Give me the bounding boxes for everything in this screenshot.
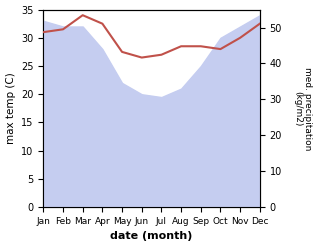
X-axis label: date (month): date (month) bbox=[110, 231, 193, 242]
Y-axis label: max temp (C): max temp (C) bbox=[5, 72, 16, 144]
Y-axis label: med. precipitation
(kg/m2): med. precipitation (kg/m2) bbox=[293, 67, 313, 150]
